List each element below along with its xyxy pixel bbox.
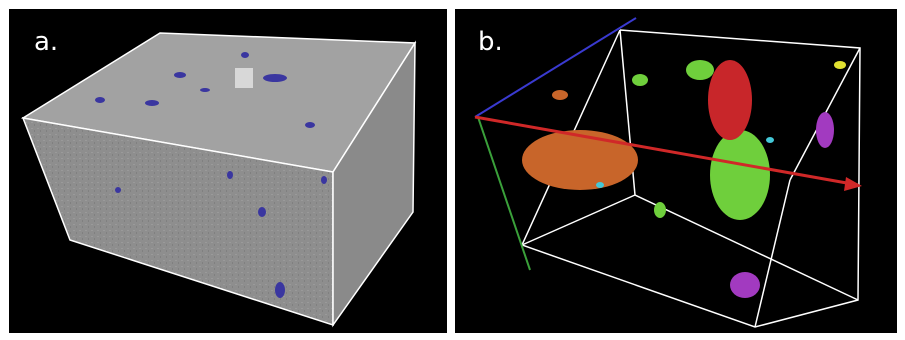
panel-a: a. bbox=[9, 9, 447, 333]
panel-label: b. bbox=[478, 27, 503, 57]
inclusion bbox=[235, 68, 253, 88]
panel-b: b. bbox=[455, 9, 897, 333]
panel-label: a. bbox=[34, 27, 58, 57]
panel-background bbox=[455, 9, 897, 333]
figure: a. b. bbox=[0, 0, 905, 340]
